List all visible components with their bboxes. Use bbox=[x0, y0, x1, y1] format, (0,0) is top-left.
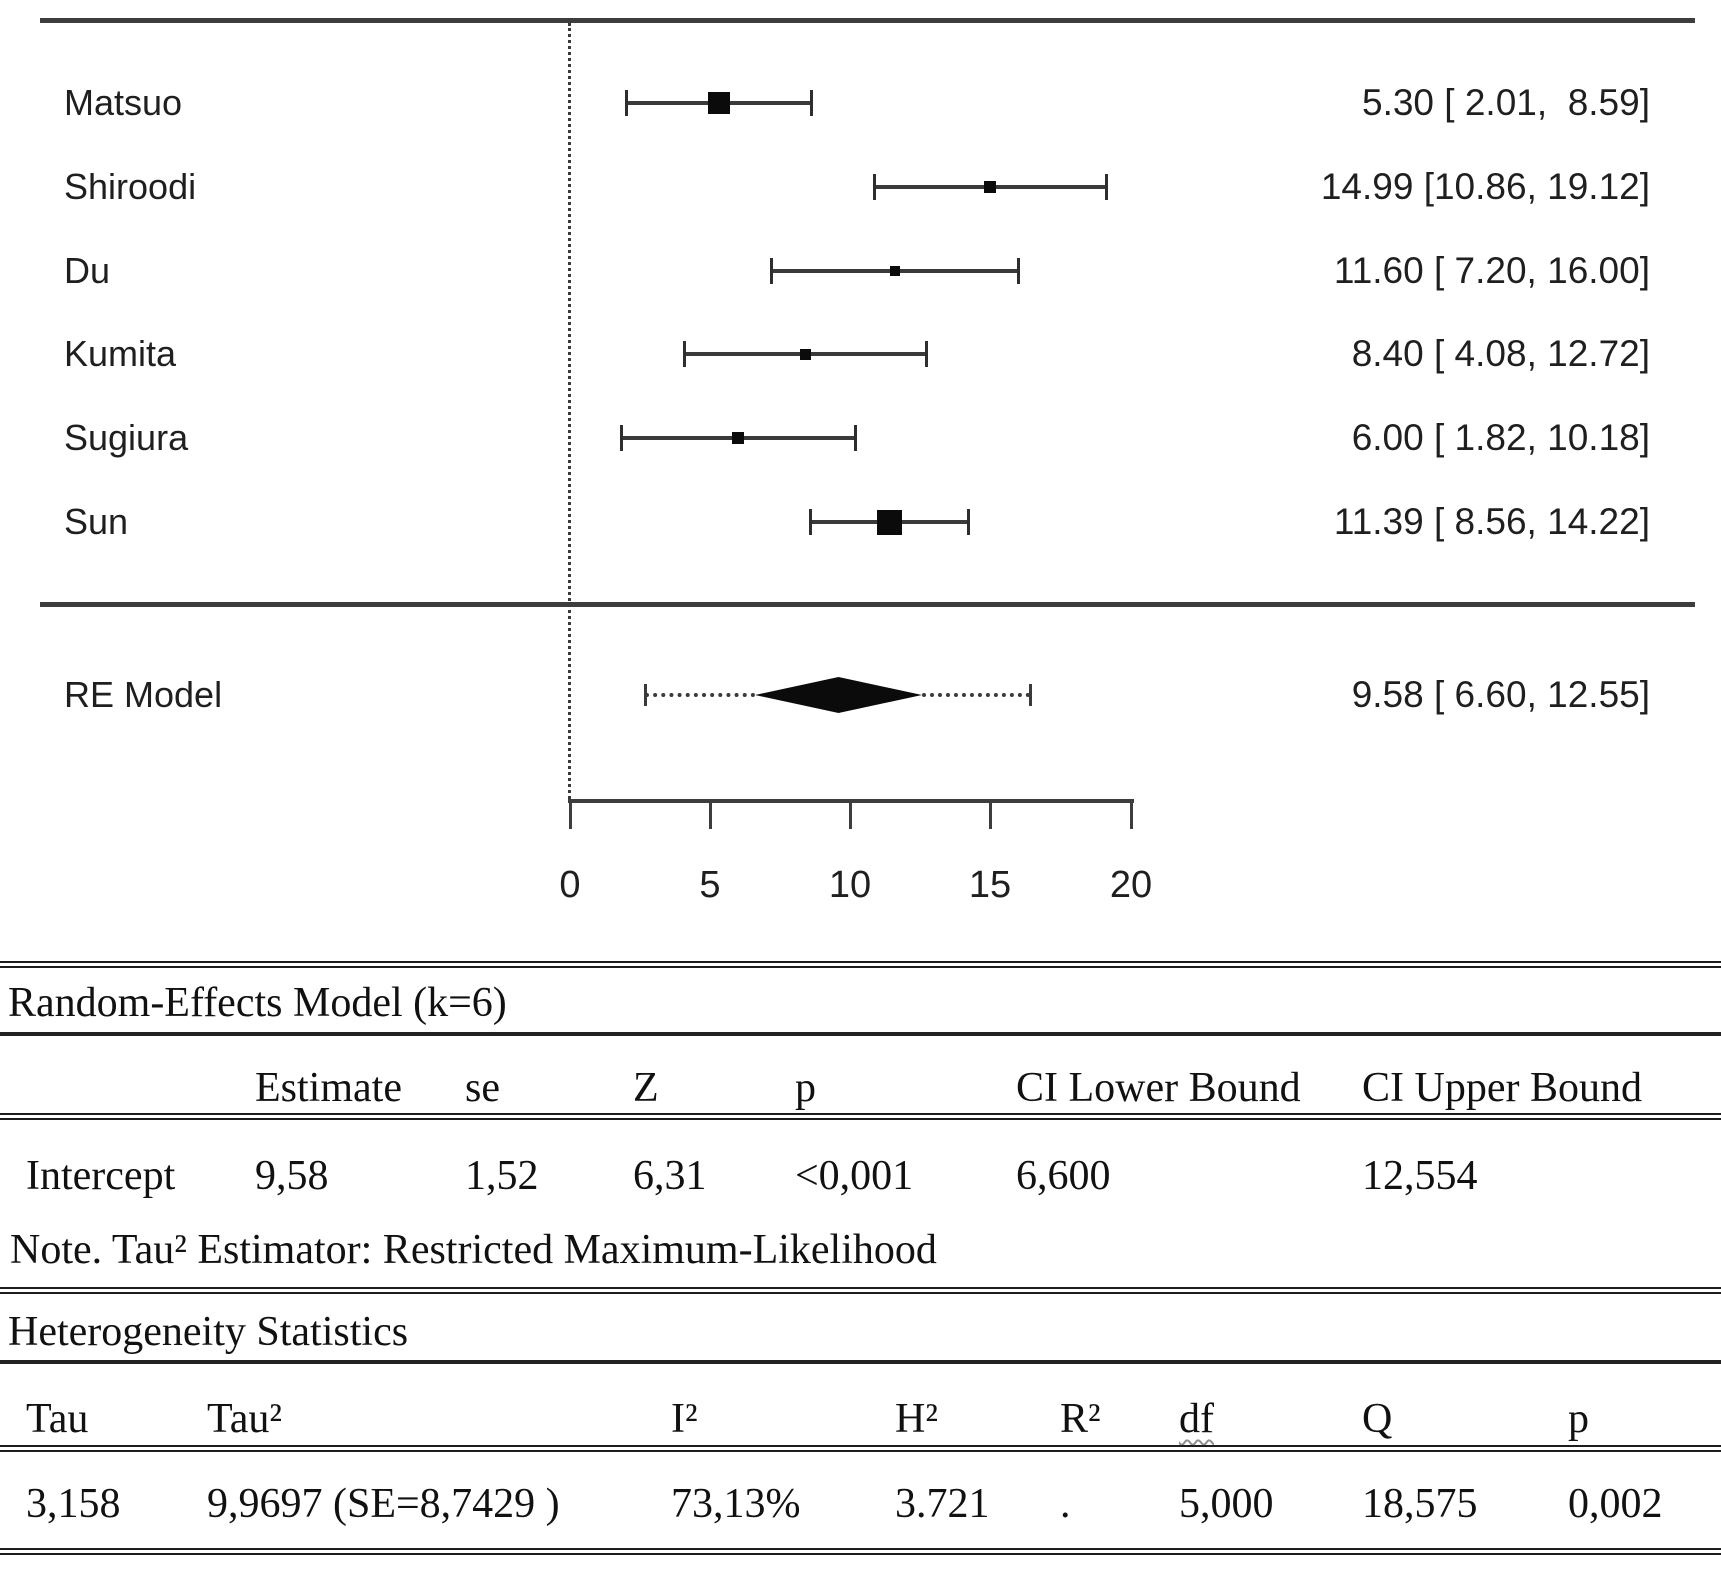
header-ci-lower: CI Lower Bound bbox=[1016, 1065, 1301, 1111]
table-header-row: Estimate se Z p CI Lower Bound CI Upper … bbox=[0, 1062, 1721, 1114]
cell-intercept-label: Intercept bbox=[26, 1153, 176, 1199]
table-title: Random-Effects Model (k=6) bbox=[8, 980, 507, 1026]
summary-label: RE Model bbox=[64, 674, 223, 715]
cell-r2: . bbox=[1060, 1481, 1071, 1527]
cell-tau: 3,158 bbox=[26, 1481, 121, 1527]
prediction-cap-left bbox=[644, 684, 647, 706]
x-tick-label: 20 bbox=[1109, 864, 1153, 906]
study-label: Sun bbox=[64, 501, 129, 542]
ci-cap-left bbox=[683, 341, 686, 367]
table-title: Heterogeneity Statistics bbox=[8, 1309, 409, 1355]
table-rule bbox=[0, 1032, 1721, 1036]
ci-cap-right bbox=[967, 509, 970, 535]
study-label: Du bbox=[64, 250, 111, 291]
cell-z: 6,31 bbox=[633, 1153, 707, 1199]
ci-cap-left bbox=[620, 425, 623, 451]
summary-separator-rule bbox=[40, 602, 1695, 607]
header-q: Q bbox=[1362, 1396, 1393, 1442]
summary-diamond bbox=[755, 677, 922, 713]
header-tau: Tau bbox=[26, 1396, 89, 1442]
ci-value-text: 14.99 [10.86, 19.12] bbox=[1320, 166, 1650, 207]
header-ci-upper: CI Upper Bound bbox=[1362, 1065, 1642, 1111]
ci-cap-right bbox=[1105, 174, 1108, 200]
cell-df: 5,000 bbox=[1179, 1481, 1274, 1527]
table-border bbox=[0, 961, 1721, 968]
ci-value-text: 5.30 [ 2.01, 8.59] bbox=[1362, 82, 1650, 123]
cell-tau2: 9,9697 (SE=8,7429 ) bbox=[207, 1481, 560, 1527]
study-label: Kumita bbox=[64, 333, 177, 374]
ci-cap-right bbox=[1017, 258, 1020, 284]
summary-ci-text: 9.58 [ 6.60, 12.55] bbox=[1351, 674, 1650, 715]
header-h2: H² bbox=[895, 1396, 938, 1442]
ci-cap-right bbox=[810, 90, 813, 116]
ci-value-text: 11.60 [ 7.20, 16.00] bbox=[1333, 250, 1650, 291]
point-estimate-marker bbox=[732, 432, 744, 444]
cell-i2: 73,13% bbox=[671, 1481, 801, 1527]
header-se: se bbox=[465, 1065, 500, 1111]
point-estimate-marker bbox=[877, 510, 902, 535]
table-border-bottom bbox=[0, 1548, 1721, 1555]
table-rule bbox=[0, 1445, 1721, 1452]
study-label: Matsuo bbox=[64, 82, 183, 123]
ci-value-text: 6.00 [ 1.82, 10.18] bbox=[1351, 417, 1650, 458]
ci-cap-right bbox=[925, 341, 928, 367]
study-label: Shiroodi bbox=[64, 166, 197, 207]
header-tau2: Tau² bbox=[207, 1396, 282, 1442]
point-estimate-marker bbox=[800, 349, 811, 360]
x-tick bbox=[569, 799, 572, 829]
ci-cap-left bbox=[873, 174, 876, 200]
ci-value-text: 8.40 [ 4.08, 12.72] bbox=[1351, 333, 1650, 374]
header-df: df bbox=[1179, 1396, 1214, 1442]
prediction-interval-left bbox=[645, 693, 755, 697]
table-header-row: Tau Tau² I² H² R² df Q p bbox=[0, 1393, 1721, 1445]
point-estimate-marker bbox=[890, 266, 900, 276]
cell-p: <0,001 bbox=[795, 1153, 914, 1199]
table-row: 3,158 9,9697 (SE=8,7429 ) 73,13% 3.721 .… bbox=[0, 1478, 1721, 1530]
ci-value-text: 11.39 [ 8.56, 14.22] bbox=[1333, 501, 1650, 542]
zero-reference-line bbox=[568, 23, 571, 799]
x-tick-label: 0 bbox=[559, 864, 581, 906]
cell-se: 1,52 bbox=[465, 1153, 539, 1199]
header-estimate: Estimate bbox=[255, 1065, 402, 1111]
header-z: Z bbox=[633, 1065, 659, 1111]
table-rule bbox=[0, 1113, 1721, 1120]
header-r2: R² bbox=[1060, 1396, 1101, 1442]
x-tick bbox=[1130, 799, 1133, 829]
note-text: Note. Tau² Estimator: Restricted Maximum… bbox=[10, 1227, 937, 1273]
header-p: p bbox=[795, 1065, 816, 1111]
x-tick bbox=[849, 799, 852, 829]
cell-estimate: 9,58 bbox=[255, 1153, 329, 1199]
table-rule bbox=[0, 1360, 1721, 1364]
ci-cap-left bbox=[809, 509, 812, 535]
table-note: Note. Tau² Estimator: Restricted Maximum… bbox=[0, 1224, 1721, 1276]
header-p: p bbox=[1568, 1396, 1589, 1442]
prediction-cap-right bbox=[1029, 684, 1032, 706]
ci-cap-left bbox=[770, 258, 773, 284]
cell-q: 18,575 bbox=[1362, 1481, 1478, 1527]
x-tick bbox=[989, 799, 992, 829]
x-tick-label: 10 bbox=[828, 864, 872, 906]
cell-ci-lower: 6,600 bbox=[1016, 1153, 1111, 1199]
x-tick-label: 5 bbox=[699, 864, 721, 906]
table-border bbox=[0, 1287, 1721, 1294]
study-label: Sugiura bbox=[64, 417, 189, 458]
x-tick bbox=[709, 799, 712, 829]
header-i2: I² bbox=[671, 1396, 698, 1442]
ci-cap-left bbox=[625, 90, 628, 116]
cell-ci-upper: 12,554 bbox=[1362, 1153, 1478, 1199]
x-tick-label: 15 bbox=[968, 864, 1012, 906]
cell-p: 0,002 bbox=[1568, 1481, 1663, 1527]
ci-cap-right bbox=[854, 425, 857, 451]
table-row: Intercept 9,58 1,52 6,31 <0,001 6,600 12… bbox=[0, 1150, 1721, 1202]
point-estimate-marker bbox=[708, 92, 730, 114]
prediction-interval-right bbox=[922, 693, 1030, 697]
point-estimate-marker bbox=[984, 181, 996, 193]
plot-top-rule bbox=[40, 18, 1695, 23]
cell-h2: 3.721 bbox=[895, 1481, 990, 1527]
